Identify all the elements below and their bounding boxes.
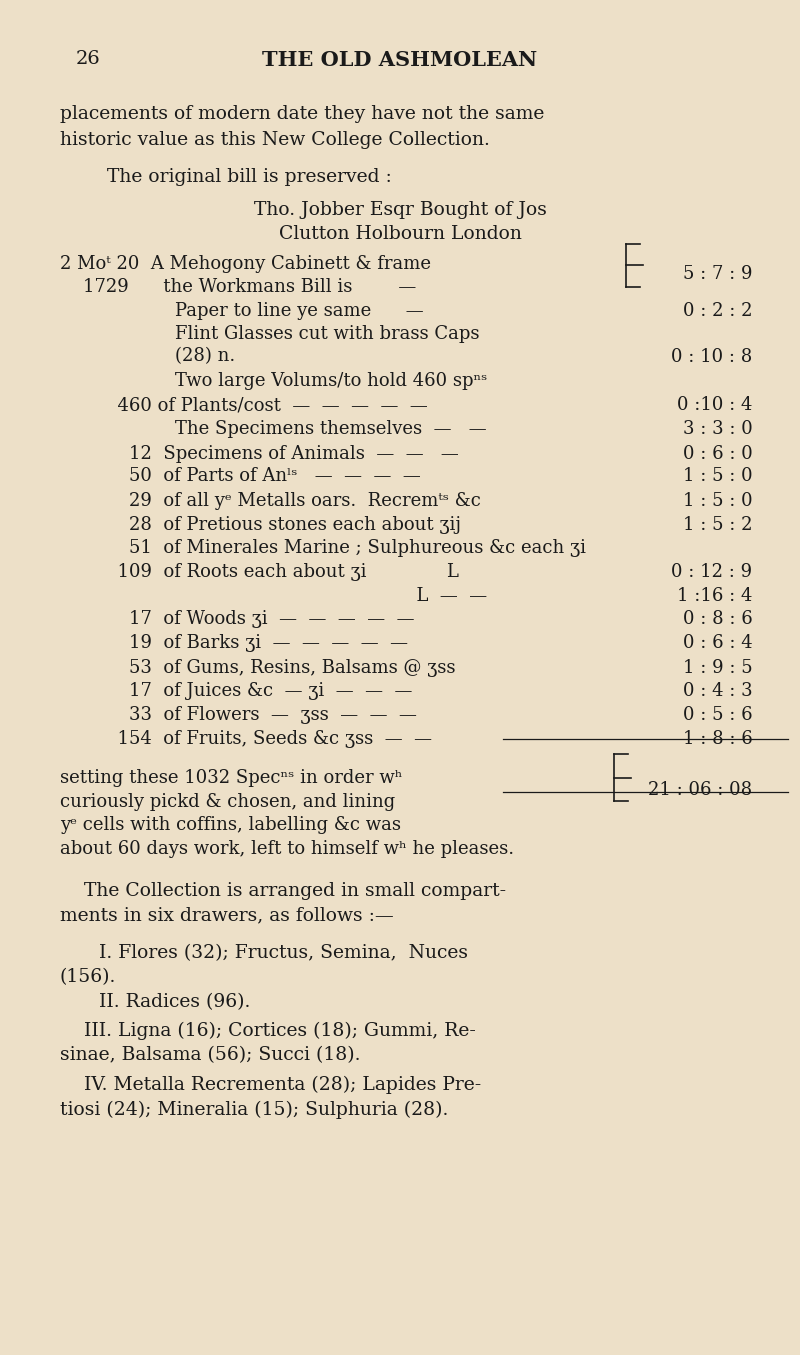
Text: Two large Volums/to hold 460 spⁿˢ: Two large Volums/to hold 460 spⁿˢ <box>59 371 487 390</box>
Text: 1 : 5 : 2: 1 : 5 : 2 <box>682 516 752 534</box>
Text: The Collection is arranged in small compart-: The Collection is arranged in small comp… <box>59 882 506 900</box>
Text: 17  of Woods ʒi  —  —  —  —  —: 17 of Woods ʒi — — — — — <box>59 610 414 629</box>
Text: 51  of Minerales Marine ; Sulphureous &c each ʒi: 51 of Minerales Marine ; Sulphureous &c … <box>59 539 586 557</box>
Text: Paper to line ye same      —: Paper to line ye same — <box>59 302 423 320</box>
Text: 460 of Plants/cost  —  —  —  —  —: 460 of Plants/cost — — — — — <box>59 396 427 415</box>
Text: setting these 1032 Specⁿˢ in order wʰ: setting these 1032 Specⁿˢ in order wʰ <box>59 770 402 787</box>
Text: 0 : 8 : 6: 0 : 8 : 6 <box>682 610 752 629</box>
Text: 1 : 8 : 6: 1 : 8 : 6 <box>682 730 752 748</box>
Text: Flint Glasses cut with brass Caps: Flint Glasses cut with brass Caps <box>59 325 479 343</box>
Text: historic value as this New College Collection.: historic value as this New College Colle… <box>59 130 490 149</box>
Text: The Specimens themselves  —   —: The Specimens themselves — — <box>59 420 486 438</box>
Text: Tho. Jobber Esqr Bought of Jos: Tho. Jobber Esqr Bought of Jos <box>254 201 546 218</box>
Text: curiously pickd & chosen, and lining: curiously pickd & chosen, and lining <box>59 793 395 812</box>
Text: (156).: (156). <box>59 969 116 986</box>
Text: I. Flores (32); Fructus, Semina,  Nuces: I. Flores (32); Fructus, Semina, Nuces <box>99 944 468 962</box>
Text: THE OLD ASHMOLEAN: THE OLD ASHMOLEAN <box>262 50 538 70</box>
Text: 5 : 7 : 9: 5 : 7 : 9 <box>682 266 752 283</box>
Text: III. Ligna (16); Cortices (18); Gummi, Re-: III. Ligna (16); Cortices (18); Gummi, R… <box>59 1022 475 1041</box>
Text: 53  of Gums, Resins, Balsams @ ʒss: 53 of Gums, Resins, Balsams @ ʒss <box>59 659 455 676</box>
Text: 26: 26 <box>75 50 100 68</box>
Text: IV. Metalla Recrementa (28); Lapides Pre-: IV. Metalla Recrementa (28); Lapides Pre… <box>59 1076 481 1095</box>
Text: 50  of Parts of Anˡˢ   —  —  —  —: 50 of Parts of Anˡˢ — — — — <box>59 467 420 485</box>
Text: Clutton Holbourn London: Clutton Holbourn London <box>278 225 522 243</box>
Text: The original bill is preserved :: The original bill is preserved : <box>107 168 392 187</box>
Text: 0 :10 : 4: 0 :10 : 4 <box>677 396 752 415</box>
Text: 1 : 9 : 5: 1 : 9 : 5 <box>682 659 752 676</box>
Text: 0 : 4 : 3: 0 : 4 : 3 <box>682 682 752 699</box>
Text: 2 Moᵗ 20  A Mehogony Cabinett & frame: 2 Moᵗ 20 A Mehogony Cabinett & frame <box>59 255 430 272</box>
Text: 28  of Pretious stones each about ʒij: 28 of Pretious stones each about ʒij <box>59 516 461 534</box>
Text: 33  of Flowers  —  ʒss  —  —  —: 33 of Flowers — ʒss — — — <box>59 706 417 724</box>
Text: about 60 days work, left to himself wʰ he pleases.: about 60 days work, left to himself wʰ h… <box>59 840 514 859</box>
Text: 1729      the Workmans Bill is        —: 1729 the Workmans Bill is — <box>59 278 416 295</box>
Text: 0 : 6 : 4: 0 : 6 : 4 <box>682 634 752 652</box>
Text: yᵉ cells with coffins, labelling &c was: yᵉ cells with coffins, labelling &c was <box>59 816 401 835</box>
Text: 0 : 6 : 0: 0 : 6 : 0 <box>682 444 752 462</box>
Text: sinae, Balsama (56); Succi (18).: sinae, Balsama (56); Succi (18). <box>59 1046 360 1065</box>
Text: 154  of Fruits, Seeds &c ʒss  —  —: 154 of Fruits, Seeds &c ʒss — — <box>59 730 431 748</box>
Text: L  —  —: L — — <box>59 587 486 606</box>
Text: tiosi (24); Mineralia (15); Sulphuria (28).: tiosi (24); Mineralia (15); Sulphuria (2… <box>59 1100 448 1119</box>
Text: 19  of Barks ʒi  —  —  —  —  —: 19 of Barks ʒi — — — — — <box>59 634 407 652</box>
Text: 0 : 5 : 6: 0 : 5 : 6 <box>682 706 752 724</box>
Text: 0 : 2 : 2: 0 : 2 : 2 <box>682 302 752 320</box>
Text: 109  of Roots each about ʒi              L: 109 of Roots each about ʒi L <box>59 564 458 581</box>
Text: 21 : 06 : 08: 21 : 06 : 08 <box>648 782 752 799</box>
Text: 0 : 12 : 9: 0 : 12 : 9 <box>671 564 752 581</box>
Text: 1 :16 : 4: 1 :16 : 4 <box>677 587 752 606</box>
Text: 3 : 3 : 0: 3 : 3 : 0 <box>682 420 752 438</box>
Text: 12  Specimens of Animals  —  —   —: 12 Specimens of Animals — — — <box>59 444 458 462</box>
Text: 1 : 5 : 0: 1 : 5 : 0 <box>682 492 752 509</box>
Text: 1 : 5 : 0: 1 : 5 : 0 <box>682 467 752 485</box>
Text: (28) n.: (28) n. <box>59 348 235 366</box>
Text: placements of modern date they have not the same: placements of modern date they have not … <box>59 106 544 123</box>
Text: ments in six drawers, as follows :—: ments in six drawers, as follows :— <box>59 906 394 924</box>
Text: II. Radices (96).: II. Radices (96). <box>99 993 250 1011</box>
Text: 29  of all yᵉ Metalls oars.  Recremᵗˢ &c: 29 of all yᵉ Metalls oars. Recremᵗˢ &c <box>59 492 481 509</box>
Text: 17  of Juices &c  — ʒi  —  —  —: 17 of Juices &c — ʒi — — — <box>59 682 412 699</box>
Text: 0 : 10 : 8: 0 : 10 : 8 <box>671 348 752 366</box>
